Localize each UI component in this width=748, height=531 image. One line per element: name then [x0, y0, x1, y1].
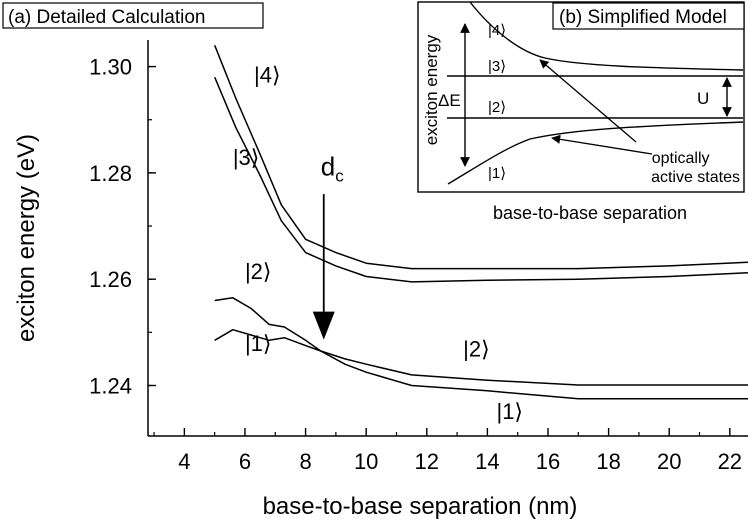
pointer-arrow-upper — [539, 59, 637, 143]
delta-e-label: ΔE — [438, 91, 461, 110]
inset-label-3: |3⟩ — [488, 58, 506, 75]
x-tick-label: 16 — [536, 449, 560, 474]
inset-curve-4 — [469, 1, 744, 71]
inset-curve-1 — [447, 121, 744, 185]
inset-simplified-model: (b) Simplified Model |4⟩ |3⟩ |2⟩ |1⟩ ΔE … — [417, 1, 745, 223]
series-group — [214, 45, 748, 400]
annotation-label: dc — [321, 152, 344, 186]
inset-label-2: |2⟩ — [488, 99, 506, 116]
annotation-label: |3⟩ — [233, 145, 260, 170]
x-tick-label: 18 — [596, 449, 620, 474]
series-line-2 — [214, 76, 748, 283]
chart-b-title: (b) Simplified Model — [559, 7, 727, 28]
y-tick-label: 1.30 — [89, 55, 132, 80]
x-tick-label: 12 — [415, 449, 439, 474]
x-ticks: 4 6 8 10 12 14 16 18 20 22 — [153, 428, 742, 474]
inset-y-label: exciton energy — [422, 34, 441, 145]
series-line-4 — [214, 328, 748, 400]
x-tick-label: 22 — [718, 449, 742, 474]
inset-frame — [417, 1, 745, 193]
annotation-label: |1⟩ — [245, 331, 272, 356]
x-tick-label: 8 — [299, 449, 311, 474]
annotation-label: |2⟩ — [245, 259, 272, 284]
x-axis-label: base-to-base separation (nm) — [263, 493, 578, 520]
y-axis-label: exciton energy (eV) — [13, 134, 40, 342]
annotation-label: |4⟩ — [254, 63, 281, 88]
x-tick-label: 14 — [475, 449, 499, 474]
y-tick-label: 1.24 — [89, 374, 132, 399]
title-box-a — [2, 2, 264, 29]
x-tick-label: 10 — [354, 449, 378, 474]
series-line-3 — [214, 297, 748, 386]
u-label: U — [697, 89, 709, 108]
inset-x-label: base-to-base separation — [493, 203, 687, 223]
x-tick-label: 4 — [178, 449, 190, 474]
x-tick-label: 6 — [239, 449, 251, 474]
title-box-b — [552, 2, 745, 30]
inset-label-1: |1⟩ — [488, 165, 506, 182]
annotations-group: |4⟩ |3⟩ |2⟩ |1⟩ |2⟩ |1⟩ dc — [233, 63, 523, 424]
dc-arrowhead — [312, 311, 335, 340]
chart-a-title: (a) Detailed Calculation — [8, 7, 206, 28]
pointer-arrow-lower — [551, 134, 653, 155]
optically-active-label: optically active states — [651, 150, 740, 186]
series-line-1 — [214, 45, 748, 270]
x-tick-label: 20 — [657, 449, 681, 474]
y-ticks: 1.24 1.26 1.28 1.30 — [89, 55, 156, 399]
inset-label-4: |4⟩ — [488, 22, 506, 39]
y-tick-label: 1.26 — [89, 267, 132, 292]
y-tick-label: 1.28 — [89, 161, 132, 186]
annotation-label: |2⟩ — [463, 336, 490, 361]
annotation-label: |1⟩ — [496, 399, 523, 424]
chart-detailed-calculation: (a) Detailed Calculation 4 6 8 10 12 14 16 18 20… — [2, 2, 748, 520]
